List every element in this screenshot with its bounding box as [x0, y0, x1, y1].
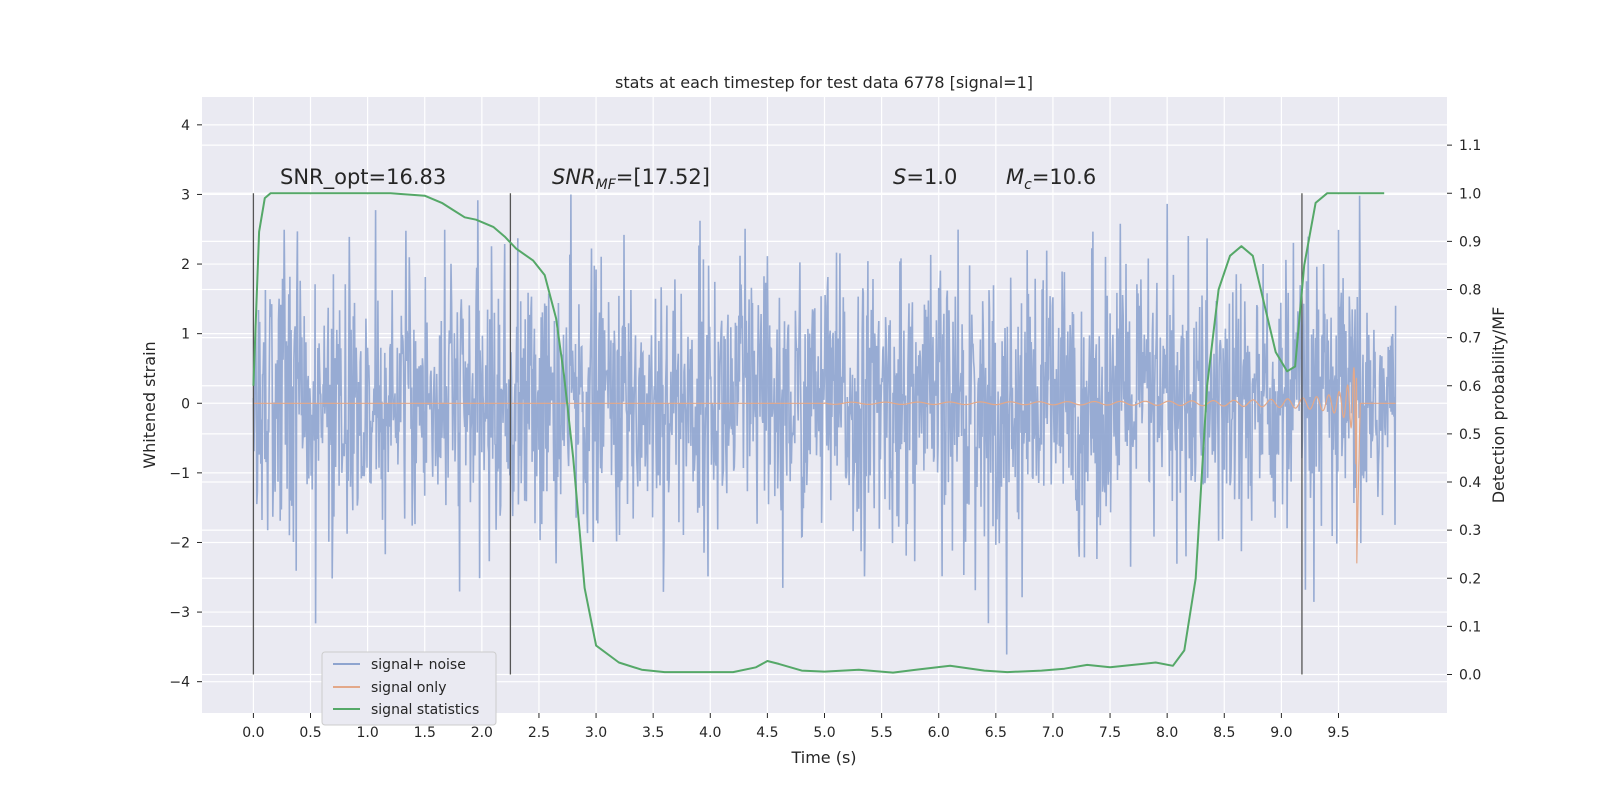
legend-label-signal-statistics: signal statistics — [371, 702, 479, 718]
annotation-s-rest: =1.0 — [906, 165, 957, 189]
y-tick-label: −2 — [169, 535, 190, 551]
x-axis-label: Time (s) — [790, 748, 856, 767]
annotation-s-main: S — [893, 165, 906, 189]
annotation-snr-opt: SNR_opt=16.83 — [280, 165, 446, 190]
y-tick-label: −1 — [169, 466, 190, 482]
x-tick-label: 2.5 — [528, 725, 550, 741]
y2-tick-label: 0.9 — [1459, 234, 1481, 250]
axis-ticks: 0.0 0.5 1.0 1.5 2.0 2.5 3.0 3.5 4.0 4.5 5.0 5.5 6.0 6… — [169, 118, 1481, 741]
annotation-mc-sub: c — [1024, 177, 1032, 193]
y-tick-label: −3 — [169, 605, 190, 621]
y2-tick-label: 1.0 — [1459, 186, 1481, 202]
legend-box — [321, 651, 497, 726]
x-tick-label: 7.5 — [1099, 725, 1121, 741]
y2-tick-label: 0.4 — [1459, 475, 1481, 491]
chart-title: stats at each timestep for test data 677… — [615, 73, 1033, 92]
legend: signal+ noise signal only signal statist… — [321, 651, 497, 726]
y2-tick-label: 1.1 — [1459, 138, 1481, 154]
x-tick-label: 0.0 — [242, 725, 264, 741]
y-tick-label: 0 — [181, 396, 190, 412]
x-tick-label: 8.0 — [1156, 725, 1178, 741]
y-tick-label: −4 — [169, 675, 190, 691]
legend-label-signal-noise: signal+ noise — [371, 657, 466, 673]
y2-tick-label: 0.5 — [1459, 427, 1481, 443]
annotation-mc-rest: =10.6 — [1032, 165, 1096, 189]
y-tick-label: 1 — [181, 327, 190, 343]
y2-tick-label: 0.2 — [1459, 571, 1481, 587]
x-tick-label: 8.5 — [1213, 725, 1235, 741]
x-tick-label: 7.0 — [1042, 725, 1064, 741]
x-tick-label: 9.0 — [1270, 725, 1292, 741]
y2-tick-label: 0.8 — [1459, 283, 1481, 299]
y2-tick-label: 0.1 — [1459, 619, 1481, 635]
y-tick-label: 2 — [181, 257, 190, 273]
annotation-mc-main: M — [1006, 165, 1024, 189]
legend-label-signal-only: signal only — [371, 680, 446, 696]
x-tick-label: 1.5 — [414, 725, 436, 741]
signal-noise-line — [252, 194, 1397, 655]
x-tick-label: 2.0 — [471, 725, 493, 741]
x-tick-label: 4.0 — [699, 725, 721, 741]
x-tick-label: 6.0 — [928, 725, 950, 741]
y2-axis-label: Detection probability/MF — [1489, 307, 1508, 504]
annotation-snr-mf-main: SNR — [552, 165, 596, 189]
signal-statistics-line — [252, 192, 1385, 674]
annotation-snr-mf-rest: =[17.52] — [616, 165, 710, 189]
y2-tick-label: 0.0 — [1459, 668, 1481, 684]
x-tick-label: 5.0 — [813, 725, 835, 741]
y2-tick-label: 0.6 — [1459, 379, 1481, 395]
x-tick-label: 1.0 — [356, 725, 378, 741]
y-axis-label: Whitened strain — [140, 341, 159, 468]
y2-tick-label: 0.7 — [1459, 331, 1481, 347]
annotation-mc: Mc=10.6 — [1006, 165, 1096, 193]
x-tick-label: 5.5 — [870, 725, 892, 741]
series-signal-noise — [252, 194, 1397, 655]
annotation-snr-mf: SNRMF=[17.52] — [552, 165, 710, 193]
annotation-snr-mf-sub: MF — [596, 177, 617, 193]
x-tick-label: 4.5 — [756, 725, 778, 741]
x-tick-label: 3.0 — [585, 725, 607, 741]
x-tick-label: 9.5 — [1327, 725, 1349, 741]
x-tick-label: 3.5 — [642, 725, 664, 741]
y-tick-label: 4 — [181, 118, 190, 134]
vertical-markers — [252, 193, 1303, 675]
x-tick-label: 6.5 — [985, 725, 1007, 741]
series-signal-statistics — [252, 192, 1385, 674]
y2-tick-label: 0.3 — [1459, 523, 1481, 539]
y-tick-label: 3 — [181, 187, 190, 203]
annotation-s: S=1.0 — [893, 165, 957, 189]
x-tick-label: 0.5 — [299, 725, 321, 741]
